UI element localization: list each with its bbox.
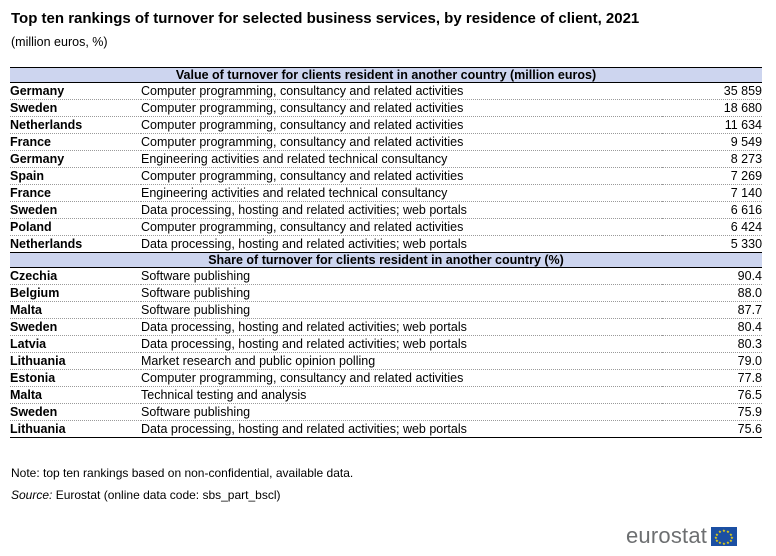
value-cell: 76.5 bbox=[662, 386, 763, 404]
country-cell: Netherlands bbox=[10, 235, 141, 253]
value-cell: 5 330 bbox=[662, 235, 763, 253]
activity-cell: Computer programming, consultancy and re… bbox=[141, 369, 662, 387]
table-row: Sweden Data processing, hosting and relat… bbox=[10, 318, 763, 336]
table-row: Malta Technical testing and analysis 76.5 bbox=[10, 386, 763, 404]
value-cell: 6 616 bbox=[662, 201, 763, 219]
table-row: Lithuania Market research and public opin… bbox=[10, 352, 763, 370]
country-cell: Lithuania bbox=[10, 420, 141, 438]
table-row: Sweden Computer programming, consultancy … bbox=[10, 99, 763, 117]
activity-cell: Technical testing and analysis bbox=[141, 386, 662, 404]
value-cell: 11 634 bbox=[662, 116, 763, 134]
activity-cell: Data processing, hosting and related act… bbox=[141, 420, 662, 438]
section-header-row: Value of turnover for clients resident i… bbox=[10, 67, 763, 83]
table-row: Netherlands Data processing, hosting and … bbox=[10, 235, 763, 253]
footnote: Note: top ten rankings based on non-conf… bbox=[11, 466, 354, 480]
value-cell: 75.9 bbox=[662, 403, 763, 421]
value-cell: 88.0 bbox=[662, 284, 763, 302]
country-cell: Latvia bbox=[10, 335, 141, 353]
country-cell: Malta bbox=[10, 301, 141, 319]
country-cell: Spain bbox=[10, 167, 141, 185]
table-row: France Engineering activities and related… bbox=[10, 184, 763, 202]
country-cell: Germany bbox=[10, 150, 141, 168]
activity-cell: Computer programming, consultancy and re… bbox=[141, 133, 662, 151]
activity-cell: Engineering activities and related techn… bbox=[141, 184, 662, 202]
activity-cell: Computer programming, consultancy and re… bbox=[141, 218, 662, 236]
country-cell: Czechia bbox=[10, 267, 141, 285]
country-cell: Malta bbox=[10, 386, 141, 404]
source-label: Source: bbox=[11, 488, 53, 502]
table-subtitle: (million euros, %) bbox=[11, 35, 108, 49]
table-row: Sweden Software publishing 75.9 bbox=[10, 403, 763, 421]
source-text: Eurostat (online data code: sbs_part_bsc… bbox=[52, 488, 281, 502]
activity-cell: Data processing, hosting and related act… bbox=[141, 235, 662, 253]
value-cell: 8 273 bbox=[662, 150, 763, 168]
activity-cell: Engineering activities and related techn… bbox=[141, 150, 662, 168]
value-cell: 6 424 bbox=[662, 218, 763, 236]
table-row: Sweden Data processing, hosting and relat… bbox=[10, 201, 763, 219]
activity-cell: Computer programming, consultancy and re… bbox=[141, 82, 662, 100]
activity-cell: Software publishing bbox=[141, 301, 662, 319]
activity-cell: Data processing, hosting and related act… bbox=[141, 201, 662, 219]
country-cell: Poland bbox=[10, 218, 141, 236]
table-row: Spain Computer programming, consultancy a… bbox=[10, 167, 763, 185]
country-cell: Netherlands bbox=[10, 116, 141, 134]
value-cell: 77.8 bbox=[662, 369, 763, 387]
country-cell: Sweden bbox=[10, 403, 141, 421]
logo-wordmark: eurostat bbox=[626, 523, 708, 548]
table-row: France Computer programming, consultancy … bbox=[10, 133, 763, 151]
source-line: Source: Eurostat (online data code: sbs_… bbox=[11, 488, 281, 502]
value-cell: 80.3 bbox=[662, 335, 763, 353]
table-row: Czechia Software publishing 90.4 bbox=[10, 267, 763, 285]
table-row: Lithuania Data processing, hosting and re… bbox=[10, 420, 763, 438]
section-header: Share of turnover for clients resident i… bbox=[10, 252, 763, 268]
activity-cell: Software publishing bbox=[141, 267, 662, 285]
country-cell: Estonia bbox=[10, 369, 141, 387]
table-row: Germany Computer programming, consultancy… bbox=[10, 82, 763, 100]
section-header-row: Share of turnover for clients resident i… bbox=[10, 252, 763, 268]
value-cell: 35 859 bbox=[662, 82, 763, 100]
value-cell: 7 140 bbox=[662, 184, 763, 202]
value-cell: 9 549 bbox=[662, 133, 763, 151]
country-cell: Sweden bbox=[10, 318, 141, 336]
value-cell: 7 269 bbox=[662, 167, 763, 185]
table-row: Malta Software publishing 87.7 bbox=[10, 301, 763, 319]
activity-cell: Market research and public opinion polli… bbox=[141, 352, 662, 370]
table-row: Belgium Software publishing 88.0 bbox=[10, 284, 763, 302]
value-cell: 79.0 bbox=[662, 352, 763, 370]
value-cell: 18 680 bbox=[662, 99, 763, 117]
country-cell: Sweden bbox=[10, 201, 141, 219]
activity-cell: Computer programming, consultancy and re… bbox=[141, 116, 662, 134]
country-cell: Lithuania bbox=[10, 352, 141, 370]
country-cell: Belgium bbox=[10, 284, 141, 302]
table-row: Poland Computer programming, consultancy … bbox=[10, 218, 763, 236]
country-cell: France bbox=[10, 184, 141, 202]
activity-cell: Data processing, hosting and related act… bbox=[141, 335, 662, 353]
eurostat-logo: eurostat ★ ★ ★ ★ ★ ★ ★ ★ ★ ★ ★ ★ bbox=[626, 521, 738, 551]
activity-cell: Software publishing bbox=[141, 403, 662, 421]
country-cell: Sweden bbox=[10, 99, 141, 117]
eu-flag-icon: ★ ★ ★ ★ ★ ★ ★ ★ ★ ★ ★ ★ bbox=[711, 526, 738, 546]
country-cell: Germany bbox=[10, 82, 141, 100]
value-cell: 90.4 bbox=[662, 267, 763, 285]
value-cell: 87.7 bbox=[662, 301, 763, 319]
value-cell: 75.6 bbox=[662, 420, 763, 438]
rankings-table: Value of turnover for clients resident i… bbox=[10, 67, 763, 438]
table-row: Germany Engineering activities and relate… bbox=[10, 150, 763, 168]
activity-cell: Data processing, hosting and related act… bbox=[141, 318, 662, 336]
table-row: Latvia Data processing, hosting and relat… bbox=[10, 335, 763, 353]
activity-cell: Software publishing bbox=[141, 284, 662, 302]
country-cell: France bbox=[10, 133, 141, 151]
activity-cell: Computer programming, consultancy and re… bbox=[141, 99, 662, 117]
value-cell: 80.4 bbox=[662, 318, 763, 336]
activity-cell: Computer programming, consultancy and re… bbox=[141, 167, 662, 185]
table-row: Netherlands Computer programming, consult… bbox=[10, 116, 763, 134]
section-header: Value of turnover for clients resident i… bbox=[10, 67, 763, 83]
table-row: Estonia Computer programming, consultancy… bbox=[10, 369, 763, 387]
table-title: Top ten rankings of turnover for selecte… bbox=[11, 10, 640, 27]
